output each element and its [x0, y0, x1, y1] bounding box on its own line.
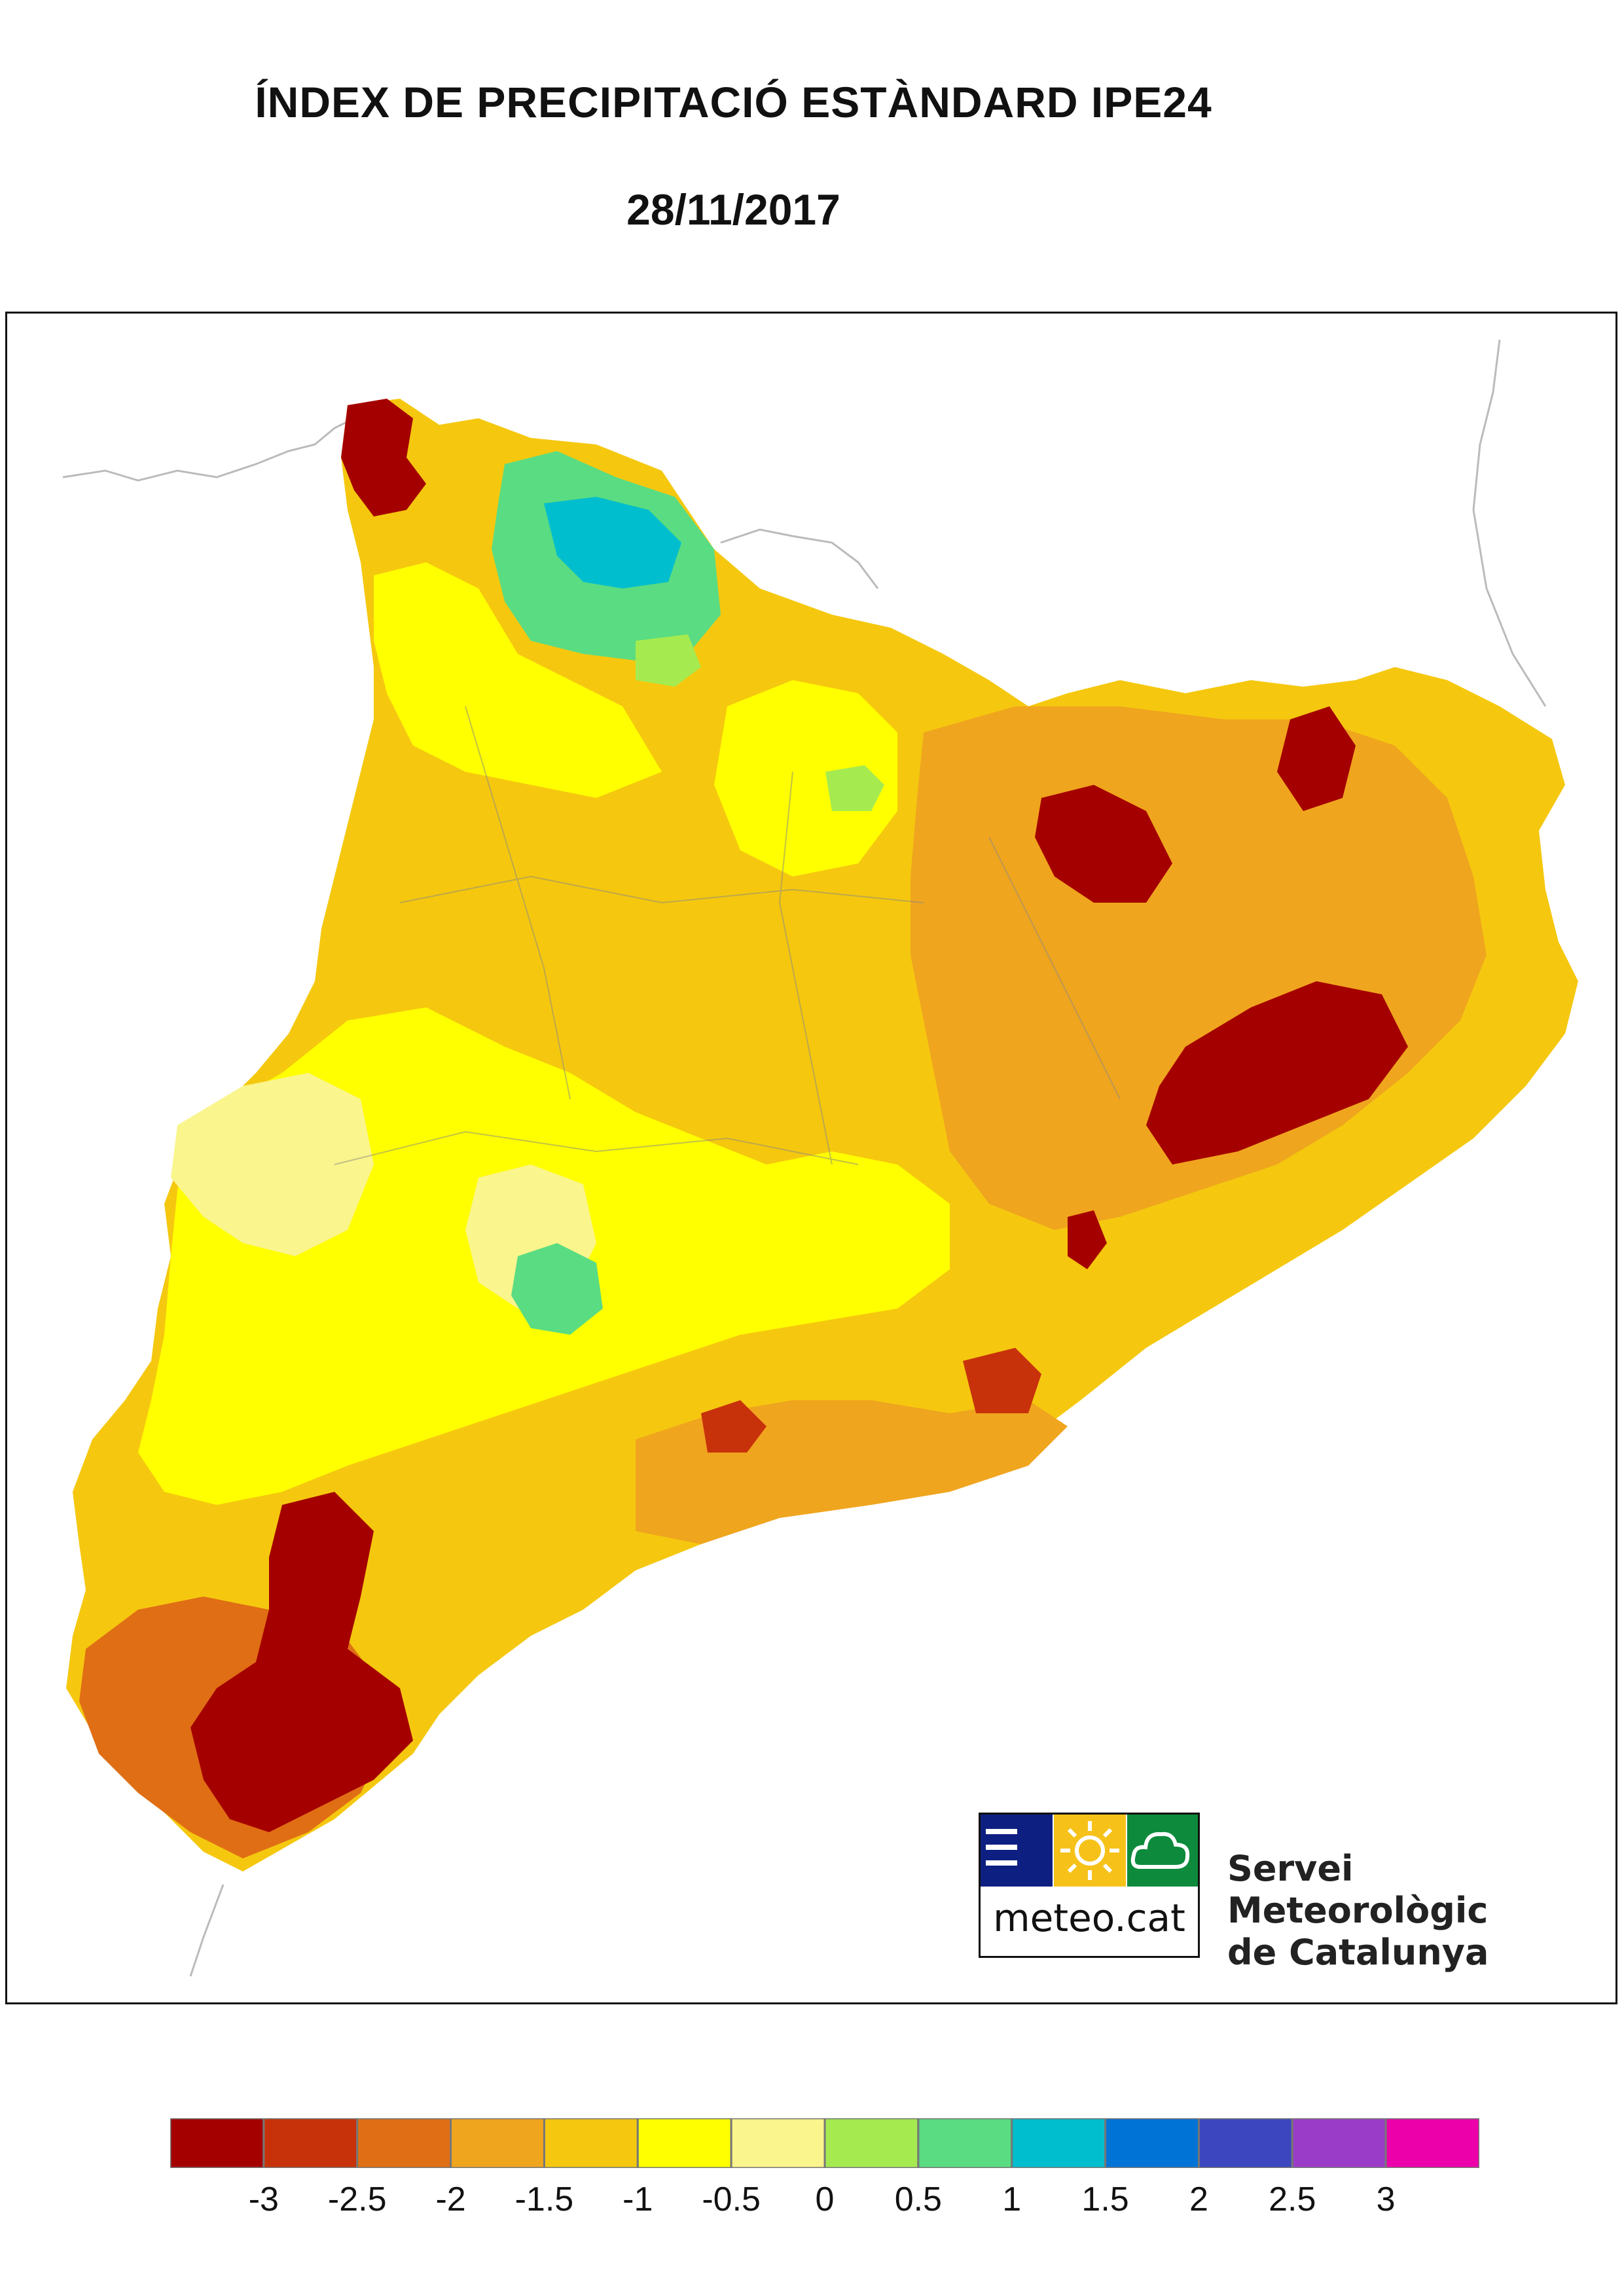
center-north-yellow-region: [714, 680, 897, 876]
legend-swatch-0: [170, 2118, 265, 2168]
legend-swatch-9: [1011, 2118, 1107, 2168]
border-line-coast-france: [1472, 339, 1547, 707]
northwest-darkred-region: [341, 399, 426, 516]
legend-swatch-7: [823, 2118, 920, 2168]
bars-icon: [981, 1815, 1053, 1887]
northwest-yellow-region: [374, 562, 662, 798]
org-line-2: de Catalunya: [1227, 1932, 1489, 1973]
legend-tick-label: 3: [1376, 2180, 1396, 2218]
legend-swatch-3: [450, 2118, 545, 2168]
legend-tick-label: 2: [1189, 2180, 1208, 2218]
aran-lightgreen-edge: [636, 634, 701, 687]
coast-orange-region: [636, 1400, 1068, 1544]
map-panel: meteo.cat Servei Meteorològic de Catalun…: [5, 312, 1617, 2004]
map-title: ÍNDEX DE PRECIPITACIÓ ESTÀNDARD IPE24: [255, 78, 1212, 126]
legend-swatch-12: [1291, 2118, 1387, 2168]
northeast-darkred-region: [1277, 706, 1356, 811]
legend-swatch-5: [636, 2118, 732, 2168]
legend-tick-labels: -3 -2.5 -2 -1.5 -1 -0.5 0 0.5 1 1.5 2 2.5 3: [0, 2180, 1624, 2232]
meteocat-logo: meteo.cat: [979, 1813, 1200, 1958]
comarca-boundaries: [334, 706, 1121, 1165]
legend-swatch-1: [262, 2118, 359, 2168]
legend-tick-label: 1.5: [1081, 2180, 1129, 2218]
legend-tick-label: 1: [1002, 2180, 1022, 2218]
legend-tick-label: 2.5: [1269, 2180, 1316, 2218]
legend-swatch-2: [356, 2118, 452, 2168]
legend-tick-label: -3: [248, 2180, 279, 2218]
legend-swatch-13: [1384, 2118, 1479, 2168]
north-green-spot: [825, 765, 884, 811]
legend-swatch-11: [1197, 2118, 1293, 2168]
legend-swatch-10: [1104, 2118, 1200, 2168]
legend-swatch-4: [543, 2118, 639, 2168]
catalonia-spi-map: [62, 339, 1578, 1977]
logo-text: meteo.cat: [993, 1896, 1185, 1940]
aran-cyan-region: [544, 497, 681, 588]
border-line-france: [720, 528, 879, 589]
cloud-icon: [1127, 1815, 1198, 1887]
legend-swatch-8: [917, 2118, 1013, 2168]
sun-icon: [1054, 1815, 1126, 1887]
legend-swatch-6: [730, 2118, 826, 2168]
map-date: 28/11/2017: [626, 185, 840, 234]
coast-darkred-spot: [701, 1400, 767, 1453]
legend-tick-label: 0: [815, 2180, 835, 2218]
legend-tick-label: -0.5: [702, 2180, 761, 2218]
legend-color-bar: [170, 2118, 1479, 2168]
legend-tick-label: 0.5: [894, 2180, 942, 2218]
legend-tick-label: -2.5: [327, 2180, 387, 2218]
barcelona-darkred-spot: [1068, 1210, 1107, 1269]
penedes-darkred-spot: [963, 1348, 1041, 1413]
border-line-north: [62, 417, 355, 482]
west-lightyellow-region: [171, 1073, 374, 1256]
legend-tick-label: -1: [623, 2180, 653, 2218]
maresme-darkred-region: [1146, 981, 1408, 1165]
border-line-south: [189, 1884, 225, 1977]
legend-tick-label: -2: [435, 2180, 466, 2218]
org-line-1: Servei Meteorològic: [1227, 1848, 1489, 1931]
color-legend: [170, 2118, 1479, 2168]
ebro-darkred-region: [190, 1492, 413, 1832]
center-green-spot: [511, 1243, 603, 1335]
girona-darkred-region: [1035, 785, 1172, 903]
organization-name: Servei Meteorològic de Catalunya: [1227, 1848, 1615, 1974]
legend-tick-label: -1.5: [514, 2180, 574, 2218]
